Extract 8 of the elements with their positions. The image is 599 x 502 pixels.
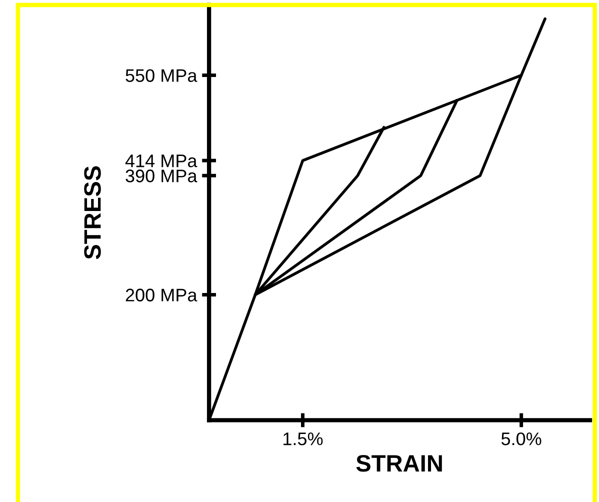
y-tick-label: 414 MPa [125, 154, 198, 168]
y-tick-label: 390 MPa [126, 170, 198, 182]
y-axis-title: STRESS [84, 166, 101, 260]
x-tick-label: 1.5% [284, 432, 323, 446]
x-tick-label: 5.0% [501, 432, 542, 446]
y-tick-label: 550 MPa [126, 69, 198, 82]
x-axis-title: STRAIN [356, 454, 442, 472]
y-tick-label: 200 MPa [126, 288, 198, 302]
